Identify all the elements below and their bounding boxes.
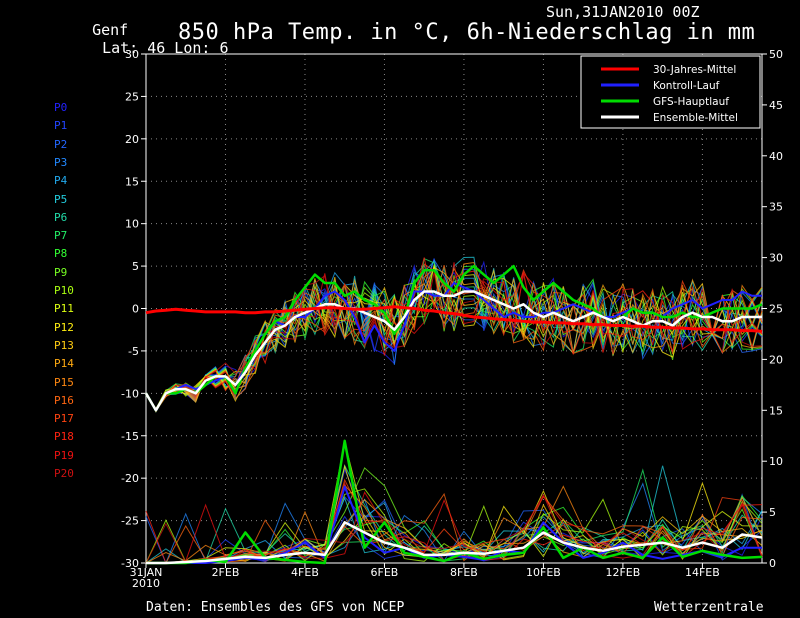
member-label-p13: P13 [54,338,74,352]
y-left-tick-label: -20 [121,472,139,485]
brand-label: Wetterzentrale [654,600,764,615]
member-label-p0: P0 [54,101,68,114]
y-left-tick-label: -5 [128,345,139,358]
y-right-tick-label: 25 [769,303,783,316]
legend-label: Ensemble-Mittel [653,112,738,124]
x-tick-label: 10FEB [526,566,561,579]
coords-label: Lat: 46 Lon: 6 [102,39,229,57]
member-precip-line-p17 [146,478,763,564]
member-runs [145,256,763,564]
member-label-p8: P8 [54,247,68,261]
precip-gfs-line [146,439,763,565]
x-tick-label: 12FEB [605,566,640,579]
member-label-p19: P19 [54,448,74,462]
chart-title: 850 hPa Temp. in °C, 6h-Niederschlag in … [178,20,756,45]
y-left-tick-label: -30 [121,557,139,570]
y-left-tick-label: 30 [125,48,139,61]
run-time-label: Sun,31JAN2010 00Z [546,3,700,21]
member-label-p17: P17 [54,412,74,426]
y-right-tick-label: 20 [769,353,783,366]
y-left-tick-label: 15 [125,175,139,188]
y-right-tick-label: 45 [769,99,783,112]
member-label-p11: P11 [54,302,74,316]
y-left-tick-label: 5 [132,260,139,273]
member-label-p7: P7 [54,229,68,243]
y-left-tick-label: -25 [121,515,139,528]
y-left-tick-label: -10 [121,387,139,400]
y-right-tick-label: 15 [769,404,783,417]
x-tick-label: 31JAN [130,566,163,579]
member-label-p6: P6 [54,210,68,224]
location-label: Genf [92,21,129,39]
legend-label: Kontroll-Lauf [653,80,720,92]
x-tick-label: 14FEB [685,566,720,579]
y-right-tick-label: 50 [769,48,783,61]
member-label-p9: P9 [54,265,68,279]
y-left-tick-label: 10 [125,218,139,231]
precip-ensemble-mean-line [146,521,763,565]
legend-label: 30-Jahres-Mittel [653,64,736,76]
y-left-tick-label: 0 [132,303,139,316]
member-label-p18: P18 [54,430,74,444]
y-right-tick-label: 30 [769,252,783,265]
member-label-p5: P5 [54,192,68,206]
member-label-p16: P16 [54,393,74,407]
member-label-p4: P4 [54,174,68,188]
y-left-tick-label: -15 [121,430,139,443]
member-temp-line-p14 [145,267,763,412]
y-right-tick-label: 40 [769,150,783,163]
member-label-p12: P12 [54,320,74,334]
x-tick-label: 4FEB [291,566,319,579]
member-label-p10: P10 [54,284,74,297]
member-precip-line-p20 [145,493,763,564]
x-tick-label: 6FEB [371,566,399,579]
x-tick-label: 8FEB [450,566,478,579]
temp-climate-mean-line [145,305,763,333]
y-right-tick-label: 0 [769,557,776,570]
member-precip-line-p10 [145,488,763,564]
y-right-tick-label: 5 [769,506,776,519]
member-label-p14: P14 [54,357,74,371]
member-label-p3: P3 [54,155,68,169]
y-right-tick-label: 35 [769,201,783,214]
temp-gfs-line [144,264,763,412]
member-label-p1: P1 [54,119,68,133]
x-tick-label: 2FEB [212,566,240,579]
y-left-tick-label: 20 [125,133,139,146]
legend-label: GFS-Hauptlauf [653,96,729,108]
x-tick-sublabel: 2010 [132,577,160,590]
y-left-tick-label: 25 [125,90,139,103]
member-label-p15: P15 [54,375,74,389]
source-note: Daten: Ensembles des GFS von NCEP [146,600,405,615]
y-right-tick-label: 10 [769,455,783,468]
temp-ensemble-mean-line [144,290,762,412]
member-label-p2: P2 [54,137,68,151]
member-label-p20: P20 [54,467,74,480]
